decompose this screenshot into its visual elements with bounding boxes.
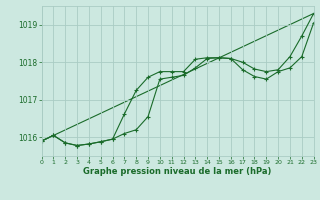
X-axis label: Graphe pression niveau de la mer (hPa): Graphe pression niveau de la mer (hPa) — [84, 167, 272, 176]
